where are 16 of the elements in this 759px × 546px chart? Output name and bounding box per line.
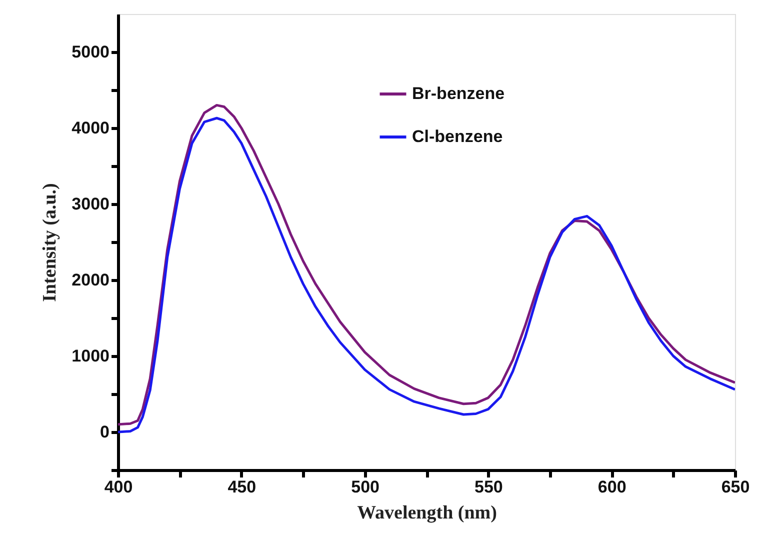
y-axis-title: Intensity (a.u.) [40, 183, 61, 302]
x-axis-title: Wavelength (nm) [357, 502, 497, 524]
y-tick-label: 4000 [72, 118, 110, 138]
x-tick-label: 550 [474, 478, 503, 496]
x-tick-label: 400 [104, 478, 133, 496]
y-tick-label: 5000 [72, 42, 110, 62]
x-tick-label: 450 [228, 478, 256, 496]
y-tick-label: 2000 [72, 270, 110, 290]
x-tick-label: 500 [351, 478, 380, 496]
y-tick-label: 1000 [72, 346, 110, 366]
x-tick-label: 600 [598, 478, 626, 496]
legend-label: Br-benzene [412, 84, 505, 103]
x-tick-label: 650 [721, 478, 750, 496]
legend-label: Cl-benzene [412, 127, 503, 146]
y-tick-label: 0 [100, 422, 110, 442]
y-tick-label: 3000 [72, 194, 110, 214]
